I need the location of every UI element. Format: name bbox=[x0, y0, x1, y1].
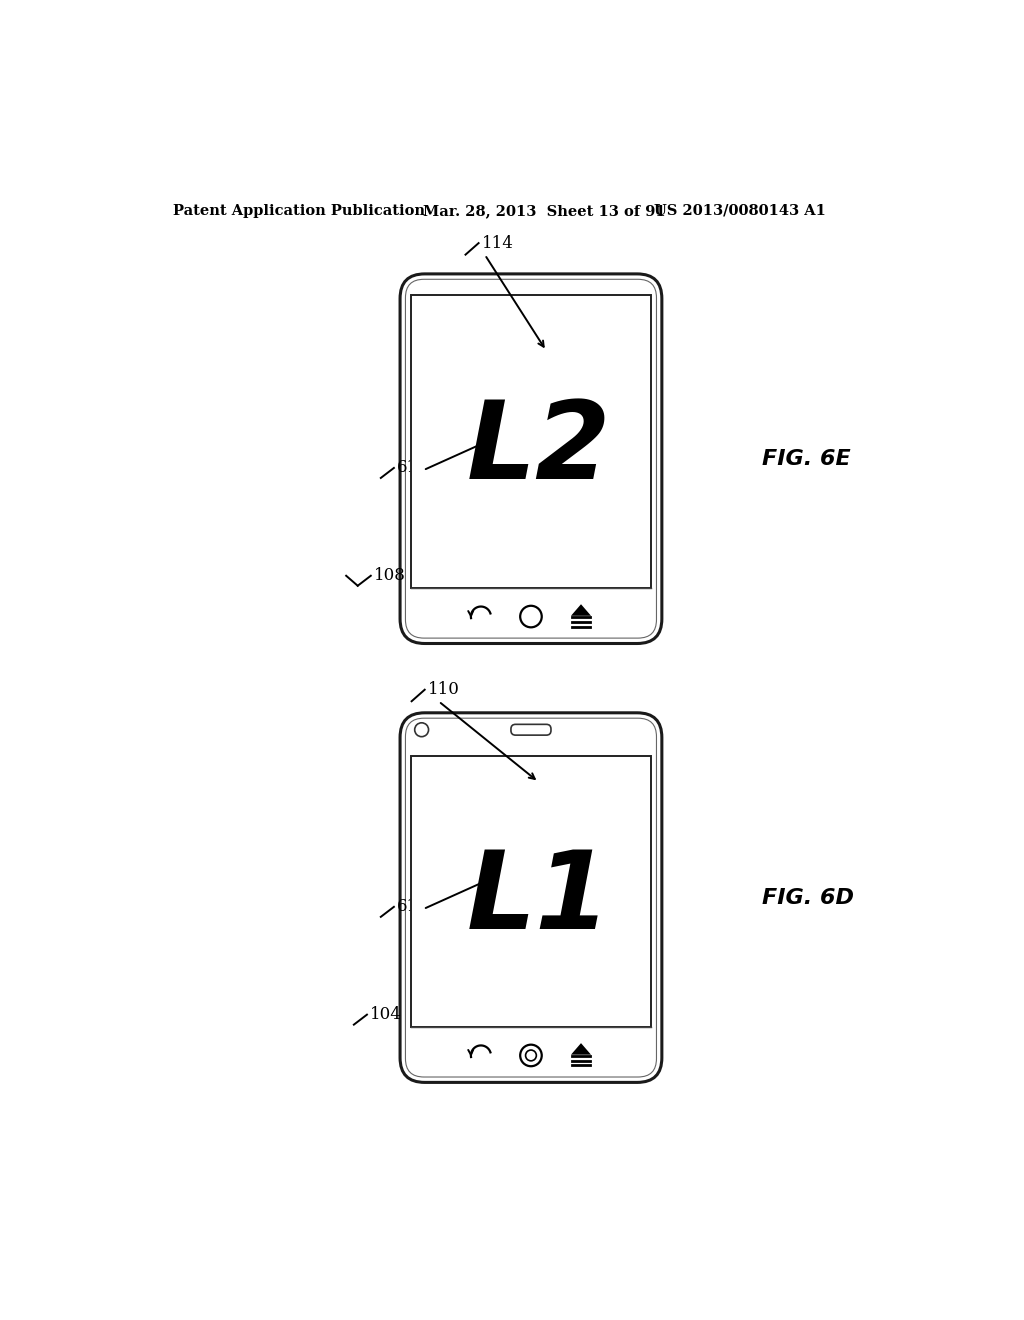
Text: 612: 612 bbox=[397, 899, 429, 915]
Text: 616: 616 bbox=[397, 459, 429, 477]
Text: FIG. 6E: FIG. 6E bbox=[762, 449, 851, 469]
Bar bbox=[411, 296, 651, 589]
Text: 110: 110 bbox=[428, 681, 460, 698]
Polygon shape bbox=[571, 1043, 591, 1055]
Text: 104: 104 bbox=[370, 1006, 401, 1023]
Bar bbox=[411, 756, 651, 1027]
Circle shape bbox=[525, 1051, 537, 1061]
FancyBboxPatch shape bbox=[400, 275, 662, 644]
Text: Mar. 28, 2013  Sheet 13 of 91: Mar. 28, 2013 Sheet 13 of 91 bbox=[423, 203, 666, 218]
Text: L1: L1 bbox=[467, 846, 611, 952]
Text: US 2013/0080143 A1: US 2013/0080143 A1 bbox=[654, 203, 826, 218]
Circle shape bbox=[520, 1044, 542, 1067]
Circle shape bbox=[520, 606, 542, 627]
Circle shape bbox=[415, 723, 429, 737]
Polygon shape bbox=[571, 605, 591, 615]
FancyBboxPatch shape bbox=[511, 725, 551, 735]
Text: 114: 114 bbox=[481, 235, 514, 252]
Text: Patent Application Publication: Patent Application Publication bbox=[173, 203, 425, 218]
FancyBboxPatch shape bbox=[406, 280, 656, 638]
Text: L2: L2 bbox=[467, 396, 611, 503]
FancyBboxPatch shape bbox=[400, 713, 662, 1082]
Text: 108: 108 bbox=[374, 568, 406, 585]
FancyBboxPatch shape bbox=[406, 718, 656, 1077]
Text: FIG. 6D: FIG. 6D bbox=[762, 887, 854, 908]
